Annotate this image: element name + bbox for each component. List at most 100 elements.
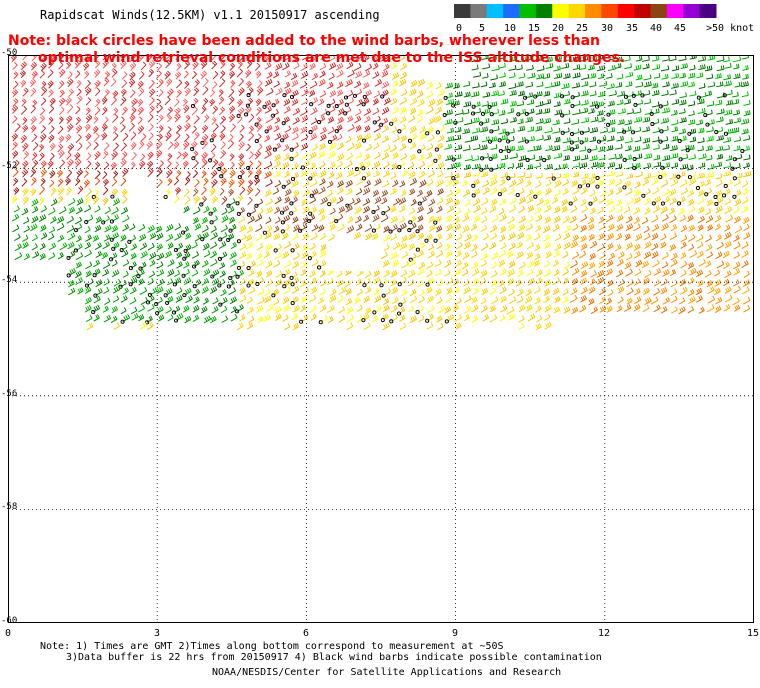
wind-barb bbox=[453, 138, 461, 141]
wind-barb-feather bbox=[131, 114, 136, 118]
wind-barb-feather bbox=[620, 153, 623, 158]
wind-barb-feather bbox=[67, 61, 72, 65]
wind-barb-feather bbox=[70, 207, 74, 212]
contamination-circle bbox=[451, 176, 456, 181]
wind-barb-feather bbox=[340, 81, 344, 86]
wind-barb-feather bbox=[576, 82, 578, 88]
wind-barb-feather bbox=[568, 154, 570, 160]
wind-barb-feather bbox=[506, 118, 509, 123]
wind-barb-feather bbox=[68, 187, 72, 191]
wind-barb-feather bbox=[359, 206, 362, 211]
wind-barb bbox=[247, 163, 253, 169]
wind-barb-feather bbox=[49, 56, 54, 60]
wind-barb-feather bbox=[364, 135, 368, 140]
wind-barb-feather bbox=[529, 190, 532, 195]
wind-barb-feather bbox=[249, 126, 253, 131]
wind-barb-feather bbox=[467, 92, 469, 97]
wind-barb-feather bbox=[546, 108, 549, 113]
wind-barb-feather bbox=[96, 133, 100, 137]
wind-barb-feather bbox=[650, 153, 653, 158]
wind-barb-feather bbox=[404, 152, 408, 157]
wind-barb-feather bbox=[203, 217, 207, 222]
wind-barb-feather bbox=[239, 154, 243, 158]
wind-barb-feather bbox=[737, 145, 739, 150]
wind-barb-feather bbox=[321, 79, 325, 84]
wind-barb-feather bbox=[338, 125, 342, 130]
wind-barb-feather bbox=[567, 145, 569, 150]
wind-barb-feather bbox=[682, 100, 685, 105]
wind-barb-feather bbox=[111, 163, 116, 167]
contamination-circle bbox=[208, 211, 213, 216]
wind-barb bbox=[723, 165, 731, 169]
wind-barb-feather bbox=[186, 225, 190, 230]
wind-barb bbox=[66, 172, 73, 179]
wind-barb bbox=[706, 104, 715, 107]
wind-barb-feather bbox=[318, 152, 322, 157]
wind-barb-feather bbox=[541, 81, 544, 86]
wind-barb-feather bbox=[284, 100, 287, 105]
wind-barb-feather bbox=[243, 224, 247, 229]
wind-barb bbox=[580, 103, 589, 106]
wind-barb-feather bbox=[358, 99, 362, 104]
wind-barb bbox=[229, 126, 236, 133]
wind-barb-feather bbox=[702, 215, 705, 220]
wind-barb-feather bbox=[653, 178, 657, 183]
contamination-circle bbox=[685, 148, 690, 153]
wind-barb-feather bbox=[203, 170, 207, 174]
wind-barb bbox=[95, 101, 101, 108]
wind-barb-feather bbox=[530, 99, 533, 104]
wind-barb bbox=[158, 117, 164, 123]
wind-barb-feather bbox=[541, 101, 544, 106]
wind-barb-feather bbox=[47, 162, 52, 167]
wind-barb-feather bbox=[14, 71, 19, 75]
wind-barb-feather bbox=[210, 99, 214, 104]
wind-barb-feather bbox=[177, 71, 182, 75]
wind-barb-feather bbox=[190, 143, 195, 148]
wind-barb-feather bbox=[403, 189, 407, 194]
wind-barb bbox=[120, 144, 127, 152]
wind-barb-feather bbox=[286, 62, 290, 67]
wind-barb bbox=[75, 210, 83, 215]
wind-barb bbox=[166, 163, 172, 169]
wind-barb-feather bbox=[339, 133, 343, 138]
wind-barb-feather bbox=[463, 180, 467, 185]
wind-barb bbox=[85, 144, 92, 150]
wind-barb-feather bbox=[482, 127, 484, 132]
wind-barb bbox=[616, 77, 624, 80]
wind-barb bbox=[184, 198, 191, 205]
wind-barb-feather bbox=[32, 168, 37, 173]
wind-barb-feather bbox=[137, 101, 141, 105]
wind-barb-feather bbox=[297, 107, 301, 112]
wind-barb-feather bbox=[702, 56, 705, 61]
wind-barb-feather bbox=[378, 124, 381, 129]
wind-barb-feather bbox=[488, 63, 491, 68]
wind-barb-feather bbox=[628, 224, 632, 229]
legend-swatch bbox=[503, 4, 520, 18]
wind-barb bbox=[301, 100, 308, 106]
wind-barb-feather bbox=[183, 152, 187, 157]
wind-barb-feather bbox=[236, 101, 241, 106]
wind-barb-feather bbox=[114, 113, 119, 118]
wind-barb bbox=[624, 140, 633, 144]
wind-barb bbox=[569, 218, 577, 224]
wind-barb-feather bbox=[684, 81, 687, 86]
wind-barb-feather bbox=[356, 116, 360, 121]
wind-barb-feather bbox=[403, 170, 407, 175]
wind-barb bbox=[425, 155, 433, 160]
wind-barb-feather bbox=[465, 92, 468, 97]
wind-barb-feather bbox=[501, 226, 505, 231]
wind-barb-feather bbox=[528, 179, 532, 184]
wind-barb bbox=[67, 201, 76, 206]
wind-barb-feather bbox=[193, 99, 197, 103]
wind-barb-feather bbox=[610, 224, 613, 229]
wind-barb-feather bbox=[567, 99, 569, 104]
wind-barb-feather bbox=[574, 56, 577, 61]
wind-barb bbox=[498, 113, 506, 116]
wind-barb-feather bbox=[637, 65, 640, 70]
wind-barb bbox=[12, 227, 20, 233]
wind-barb-feather bbox=[538, 189, 542, 194]
wind-barb-feather bbox=[729, 170, 732, 175]
wind-barb-feather bbox=[20, 82, 24, 86]
wind-barb-feather bbox=[560, 109, 563, 114]
wind-barb-feather bbox=[369, 143, 372, 148]
